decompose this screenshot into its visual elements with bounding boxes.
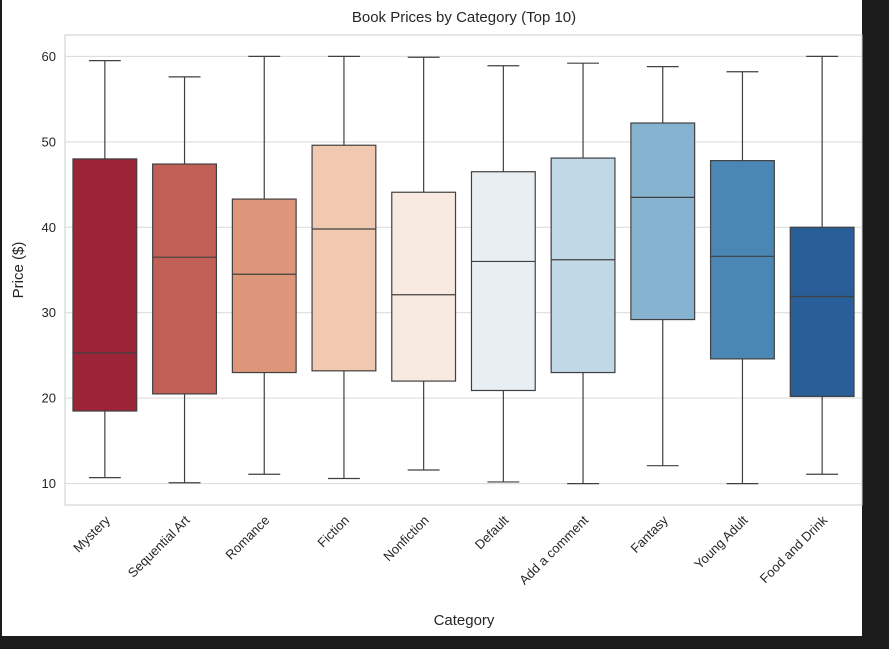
box-mystery	[72, 60, 138, 479]
y-tick-label: 40	[42, 220, 56, 235]
chart-title: Book Prices by Category (Top 10)	[352, 9, 576, 26]
box-fiction	[311, 55, 377, 480]
iqr-box	[470, 171, 536, 392]
y-tick-label: 50	[42, 134, 56, 149]
x-tick-labels: Mystery Sequential Art Romance Fiction Nonfi…	[70, 512, 830, 587]
box-young-adult	[709, 71, 775, 485]
iqr-box	[789, 226, 855, 398]
x-tick-label: Mystery	[70, 512, 113, 555]
y-axis-label: Price ($)	[10, 242, 27, 299]
box-nonfiction	[391, 56, 457, 471]
iqr-box	[709, 160, 775, 360]
x-tick-label: Default	[472, 512, 512, 552]
iqr-box	[630, 122, 696, 321]
y-tick-label: 20	[42, 391, 56, 406]
x-tick-label: Add a comment	[516, 512, 591, 587]
x-tick-label: Fiction	[314, 513, 352, 551]
box-sequential-art	[152, 76, 218, 484]
x-tick-label: Sequential Art	[125, 512, 193, 580]
x-axis-label: Category	[434, 612, 495, 629]
boxes-group	[72, 55, 855, 485]
x-tick-label: Nonfiction	[380, 513, 431, 564]
box-add-a-comment	[550, 62, 616, 485]
iqr-box	[72, 158, 138, 412]
box-fantasy	[630, 66, 696, 467]
box-food-and-drink	[789, 55, 855, 475]
x-tick-label: Fantasy	[628, 512, 672, 556]
y-tick-label: 30	[42, 305, 56, 320]
iqr-box	[391, 191, 457, 382]
y-tick-label: 10	[42, 476, 56, 491]
iqr-box	[152, 163, 218, 395]
box-default	[470, 65, 536, 483]
x-tick-label: Romance	[222, 513, 272, 563]
box-romance	[231, 55, 297, 475]
y-tick-labels: 10 20 30 40 50 60	[42, 49, 56, 491]
iqr-box	[550, 157, 616, 374]
x-tick-label: Young Adult	[691, 512, 751, 572]
iqr-box	[231, 198, 297, 374]
iqr-box	[311, 144, 377, 372]
y-tick-label: 60	[42, 49, 56, 64]
x-tick-label: Food and Drink	[757, 512, 831, 586]
